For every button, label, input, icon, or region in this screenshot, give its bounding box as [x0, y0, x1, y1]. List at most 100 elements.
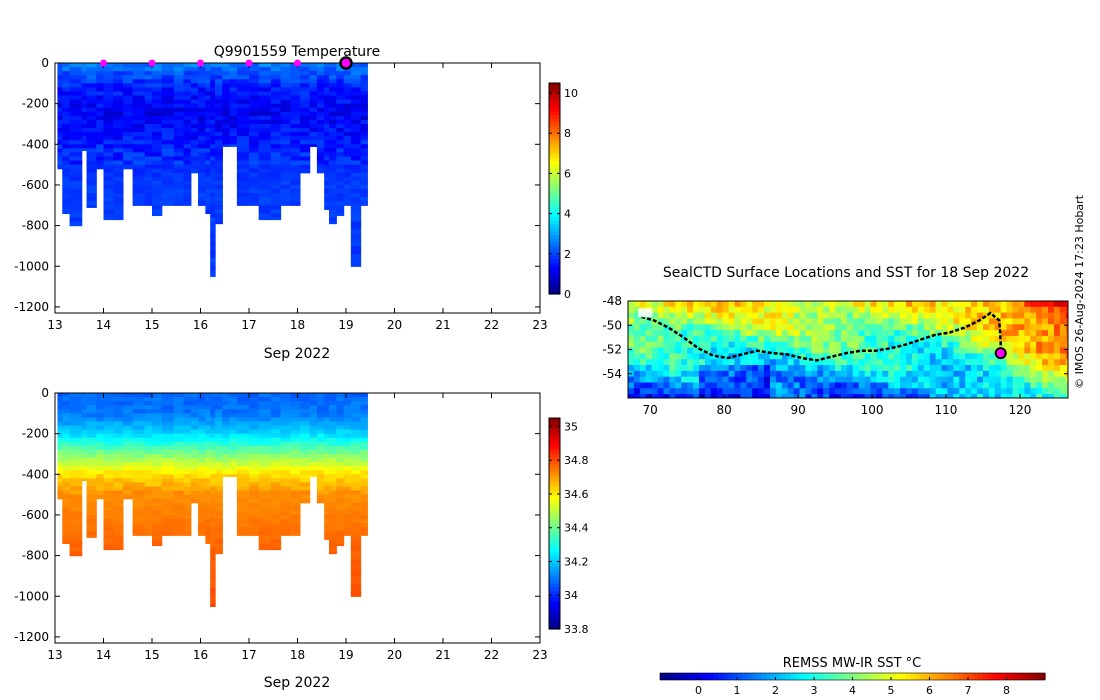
section-cell: [329, 543, 337, 549]
sst-cell: [1036, 347, 1043, 354]
section-cell: [299, 494, 311, 500]
section-cell: [69, 63, 83, 68]
sst-cell: [1059, 335, 1067, 343]
sst-cell: [1053, 306, 1061, 314]
sst-colorbar-tick-label: 7: [965, 684, 972, 697]
section-cell: [249, 527, 260, 532]
sst-cell: [681, 353, 688, 360]
colorbar-frame: [548, 417, 561, 630]
section-cell: [132, 63, 146, 68]
sst-cell: [769, 318, 777, 325]
section-cell: [270, 523, 282, 528]
x-tick-label: 22: [484, 648, 499, 662]
sst-cell: [977, 353, 984, 360]
section-cell: [309, 63, 318, 68]
section-cell: [249, 123, 260, 129]
section-cell: [190, 441, 199, 447]
section-cell: [173, 91, 185, 97]
sst-cell: [1036, 388, 1043, 395]
section-cell: [210, 559, 216, 565]
sst-cell: [1000, 370, 1008, 378]
sst-cell: [846, 324, 854, 331]
section-cell: [205, 510, 211, 516]
section-cell: [229, 136, 238, 141]
section-cell: [316, 470, 325, 475]
section-cell: [96, 433, 105, 439]
section-cell: [183, 429, 192, 435]
sst-cell: [1042, 388, 1049, 395]
section-cell: [215, 144, 223, 149]
sst-cell: [1053, 365, 1061, 372]
sst-cell: [858, 312, 866, 320]
sst-colorbar-segment: [876, 673, 882, 680]
section-cell: [210, 596, 216, 601]
sst-cell: [941, 359, 949, 366]
section-cell: [183, 502, 192, 508]
section-cell: [350, 514, 362, 520]
section-cell: [205, 425, 211, 431]
section-cell: [215, 506, 223, 512]
section-cell: [122, 470, 134, 475]
section-cell: [309, 71, 318, 76]
section-cell: [113, 140, 124, 145]
sst-cell: [675, 301, 682, 308]
section-cell: [57, 67, 63, 72]
section-cell: [190, 433, 199, 439]
section-cell: [336, 123, 345, 129]
sst-cell: [817, 335, 824, 343]
sst-cell: [710, 341, 718, 349]
sst-cell: [971, 388, 978, 395]
sst-colorbar-segment: [847, 673, 854, 680]
sst-cell: [852, 330, 860, 337]
colorbar-segment: [549, 248, 560, 253]
section-cell: [290, 160, 301, 166]
colorbar-segment: [549, 453, 560, 458]
section-cell: [324, 458, 330, 463]
section-cell: [152, 156, 163, 162]
colorbar-segment: [549, 523, 560, 528]
section-cell: [69, 189, 83, 194]
sst-cell: [953, 353, 960, 360]
section-cell: [309, 144, 318, 147]
section-cell: [86, 458, 97, 463]
section-cell: [360, 71, 368, 76]
sst-cell: [953, 365, 960, 372]
section-cell: [152, 176, 163, 182]
section-cell: [329, 409, 337, 414]
section-cell: [86, 401, 97, 406]
section-cell: [81, 103, 88, 109]
section-cell: [280, 164, 291, 170]
section-cell: [205, 176, 211, 182]
section-cell: [183, 176, 192, 182]
section-cell: [215, 172, 223, 178]
colorbar-segment: [549, 156, 560, 161]
section-cell: [113, 531, 124, 536]
section-cell: [258, 119, 272, 125]
section-cell: [270, 405, 282, 410]
sst-cell: [935, 365, 943, 372]
section-cell: [360, 514, 368, 520]
sst-cell: [965, 365, 972, 372]
sst-cell: [716, 306, 724, 314]
section-cell: [249, 437, 260, 443]
section-cell: [336, 99, 345, 105]
sst-cell: [764, 318, 771, 325]
section-cell: [215, 221, 223, 225]
section-cell: [96, 482, 105, 488]
section-cell: [198, 103, 206, 109]
section-cell: [69, 205, 83, 210]
section-cell: [96, 132, 105, 137]
colorbar-segment: [549, 474, 560, 479]
section-cell: [161, 168, 175, 174]
section-cell: [183, 107, 192, 113]
section-cell: [229, 421, 238, 427]
section-cell: [144, 474, 153, 479]
section-cell: [152, 87, 163, 93]
section-cell: [152, 506, 163, 512]
sst-cell: [953, 394, 960, 398]
sst-cell: [1048, 301, 1055, 308]
sst-cell: [681, 301, 688, 308]
x-tick-label: 14: [96, 648, 111, 662]
sst-cell: [1036, 341, 1043, 349]
section-cell: [81, 67, 88, 72]
